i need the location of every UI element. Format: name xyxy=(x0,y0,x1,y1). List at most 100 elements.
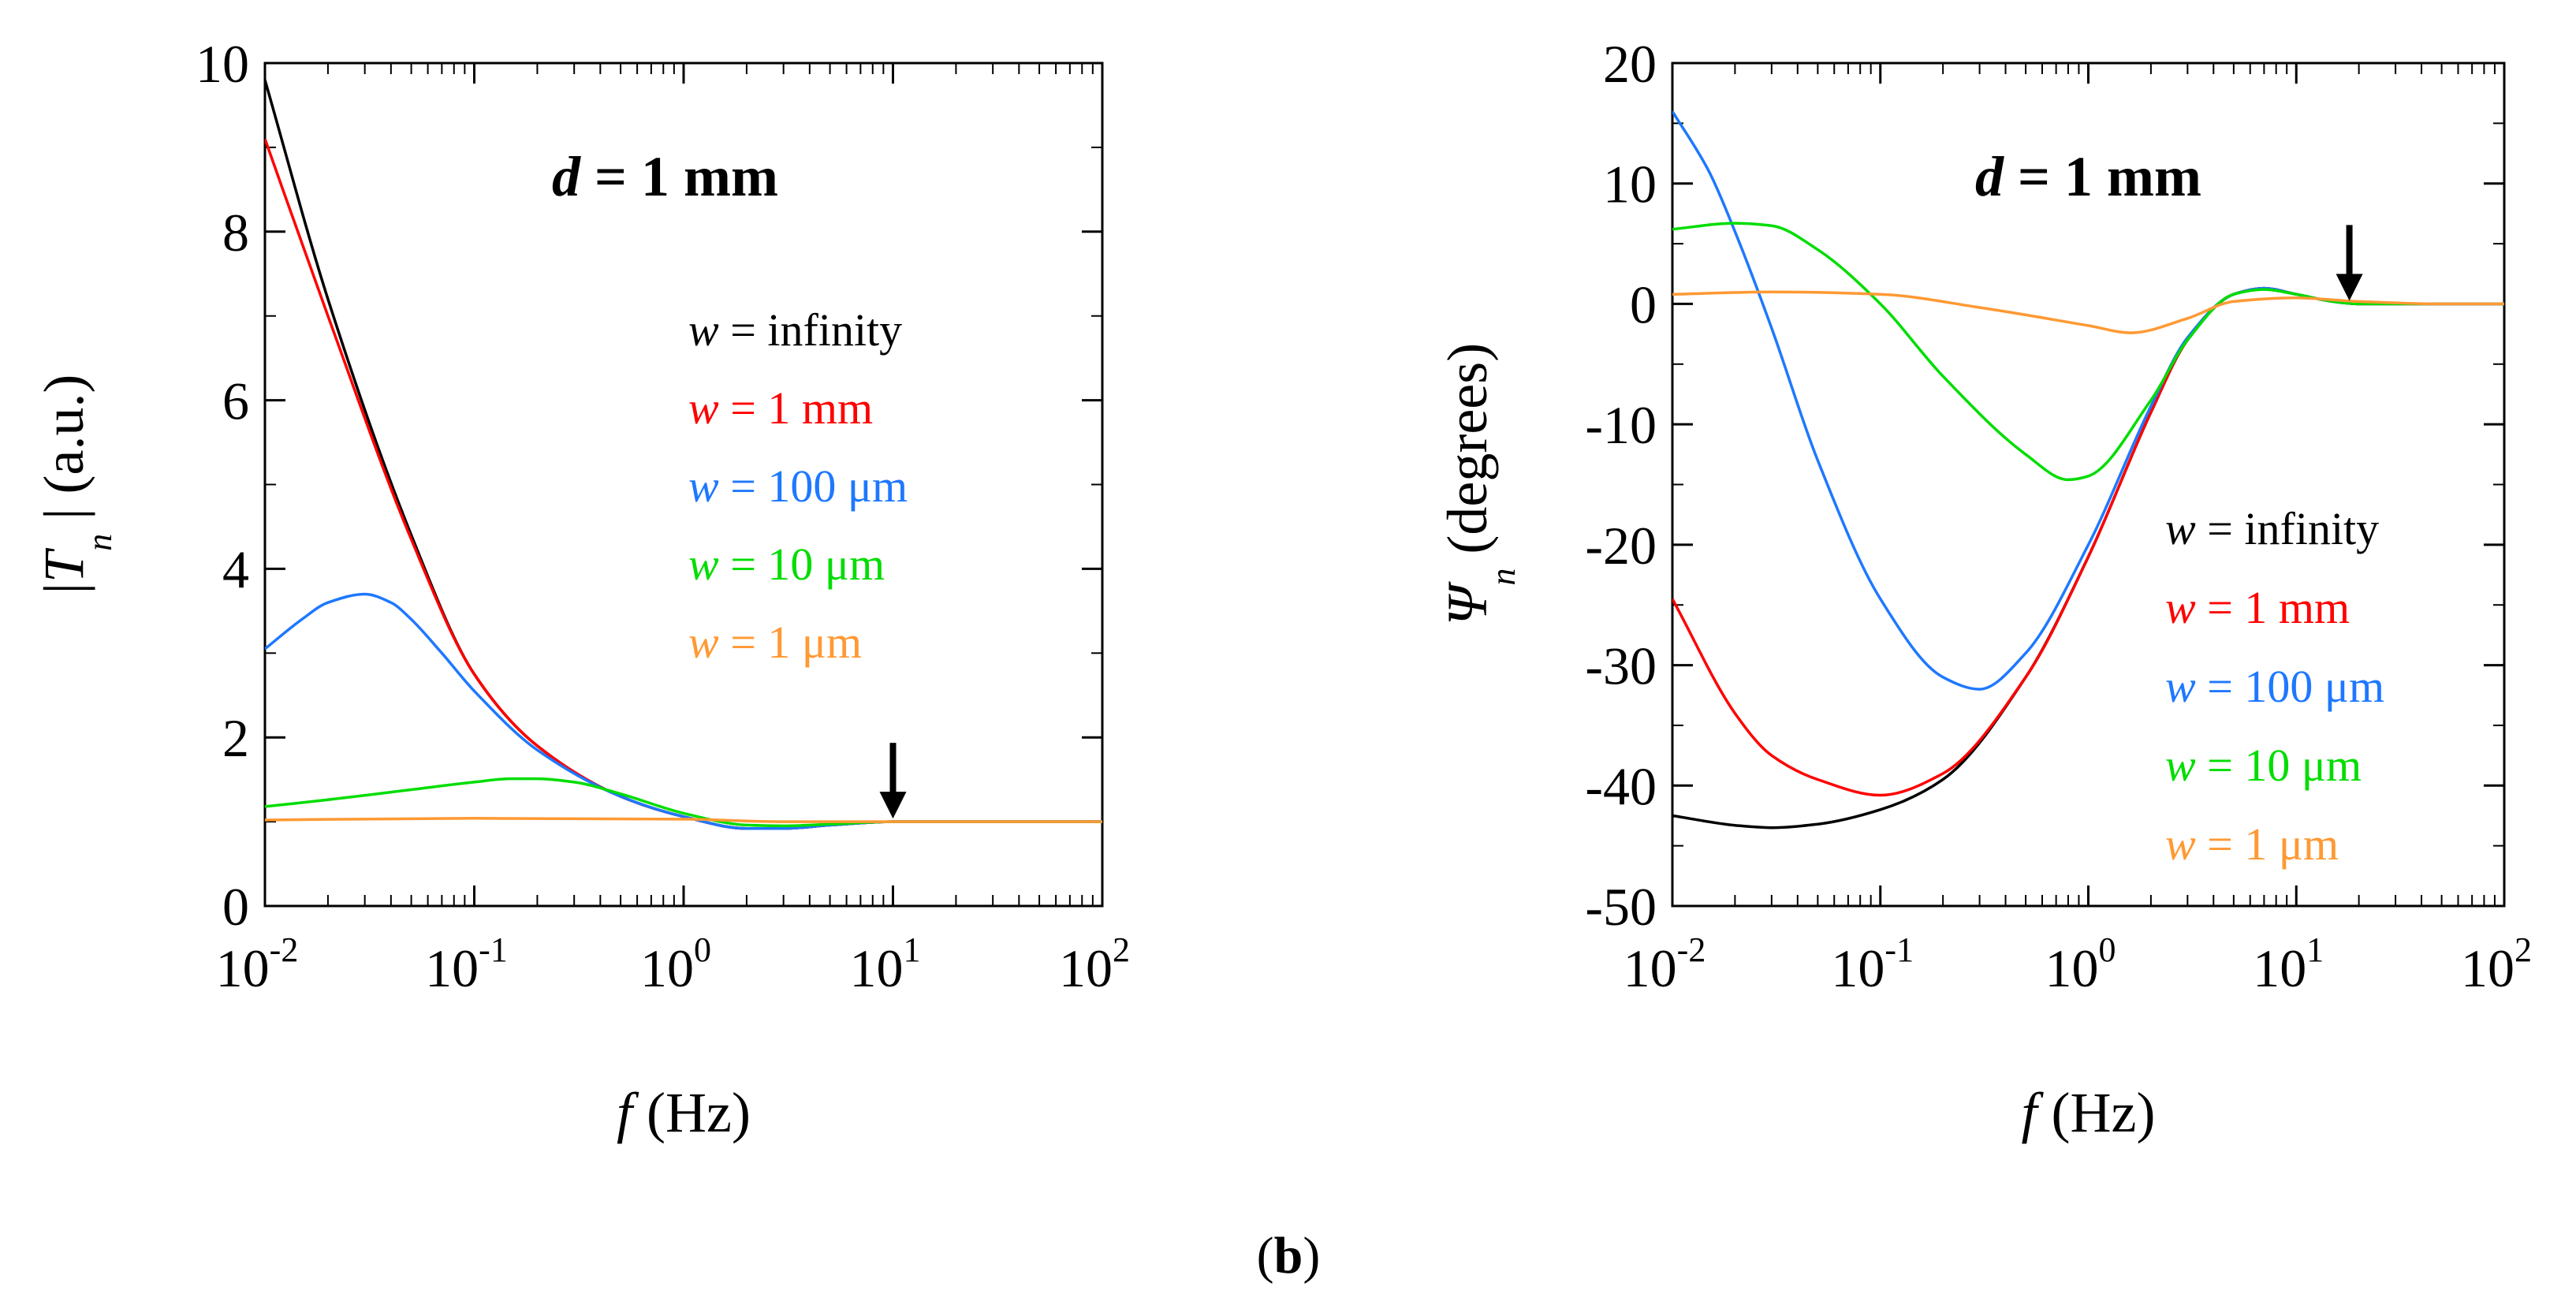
legend-var: w xyxy=(688,382,719,434)
y-tick-label: -50 xyxy=(1585,877,1657,937)
x-tick-exponent: 2 xyxy=(2514,930,2532,969)
y-axis-var: T xyxy=(32,547,95,583)
legend-label: = 1 mm xyxy=(719,382,873,434)
legend-entry: w = 1 mm xyxy=(2165,582,2350,633)
x-tick-label: 10-1 xyxy=(425,930,508,998)
y-tick-label: -40 xyxy=(1585,756,1657,816)
x-axis-unit: (Hz) xyxy=(2037,1081,2156,1144)
y-axis-subscript: n xyxy=(1484,569,1523,586)
y-tick-label: 4 xyxy=(222,539,249,599)
legend-var: w xyxy=(688,617,719,668)
annotation-var: d xyxy=(1975,145,2004,208)
y-tick-label: 10 xyxy=(196,34,249,94)
series-line-2 xyxy=(265,138,1102,830)
panel-label-close: ) xyxy=(1303,1227,1320,1284)
legend-entry: w = 10 μm xyxy=(688,539,885,590)
legend-label: = 1 μm xyxy=(719,617,862,668)
annotation-text: = 1 mm xyxy=(2004,145,2201,208)
legend-var: w xyxy=(688,460,719,512)
y-tick-label: 6 xyxy=(222,371,249,431)
series-line-5 xyxy=(265,817,1102,823)
legend-label: = infinity xyxy=(719,304,902,356)
legend-var: w xyxy=(688,539,719,590)
legend-label: = 1 μm xyxy=(2196,818,2339,870)
x-tick-exponent: 1 xyxy=(2306,930,2324,969)
x-tick-label: 101 xyxy=(2253,930,2324,998)
y-axis-title: |Tn | (a.u.) xyxy=(32,375,119,595)
x-tick-base: 10 xyxy=(216,938,270,998)
x-tick-exponent: -1 xyxy=(479,930,508,969)
panel-label-letter: b xyxy=(1274,1227,1303,1284)
panel-label: (b) xyxy=(1257,1227,1321,1284)
x-tick-base: 10 xyxy=(1831,938,1884,998)
y-tick-label: -10 xyxy=(1585,395,1657,455)
annotation: d = 1 mm xyxy=(1975,145,2201,208)
y-tick-label: 10 xyxy=(1603,155,1657,214)
legend-var: w xyxy=(2165,503,2196,554)
x-tick-exponent: -2 xyxy=(270,930,299,969)
legend-entry: w = infinity xyxy=(2165,503,2379,554)
legend-var: w xyxy=(2165,740,2196,791)
legend-entry: w = 1 μm xyxy=(2165,818,2339,870)
x-tick-label: 102 xyxy=(2461,930,2532,998)
x-axis-unit: (Hz) xyxy=(632,1081,751,1144)
legend-label: = 1 mm xyxy=(2196,582,2350,633)
x-tick-label: 10-1 xyxy=(1831,930,1914,998)
series-line-4 xyxy=(1672,222,2504,482)
legend-var: w xyxy=(2165,582,2196,633)
legend-label: = infinity xyxy=(2196,503,2379,554)
annotation-var: d xyxy=(552,145,581,208)
panel-label-open: ( xyxy=(1257,1227,1274,1284)
x-tick-label: 10-2 xyxy=(216,930,299,998)
x-tick-exponent: -1 xyxy=(1884,930,1914,969)
legend-entry: w = 1 mm xyxy=(688,382,873,434)
x-tick-exponent: 0 xyxy=(2099,930,2116,969)
legend-entry: w = 10 μm xyxy=(2165,740,2362,791)
legend-var: w xyxy=(2165,661,2196,712)
x-tick-base: 10 xyxy=(850,938,904,998)
x-tick-exponent: -2 xyxy=(1677,930,1706,969)
series-line-5 xyxy=(1672,290,2504,334)
y-axis-unit: | (a.u.) xyxy=(32,375,95,534)
y-axis-unit: (degrees) xyxy=(1436,343,1499,569)
legend-entry: w = infinity xyxy=(688,304,902,356)
legend-label: = 10 μm xyxy=(719,539,885,590)
y-tick-label: -20 xyxy=(1585,516,1657,576)
y-tick-label: 0 xyxy=(222,877,249,937)
y-axis-bar: | xyxy=(32,583,95,594)
x-tick-label: 100 xyxy=(2045,930,2116,998)
y-tick-label: 8 xyxy=(222,203,249,263)
arrow-head xyxy=(2336,274,2363,301)
y-axis-var: Ψ xyxy=(1436,580,1499,625)
x-tick-base: 10 xyxy=(425,938,479,998)
annotation-text: = 1 mm xyxy=(580,145,778,208)
y-tick-label: 0 xyxy=(1630,274,1657,334)
y-tick-label: 20 xyxy=(1603,34,1657,94)
legend-var: w xyxy=(688,304,719,356)
x-tick-base: 10 xyxy=(1624,938,1677,998)
x-tick-exponent: 2 xyxy=(1113,930,1130,969)
y-tick-label: 2 xyxy=(222,708,249,768)
arrow-head xyxy=(879,792,907,819)
x-tick-label: 10-2 xyxy=(1624,930,1706,998)
x-tick-exponent: 1 xyxy=(904,930,921,969)
x-tick-label: 101 xyxy=(850,930,921,998)
y-tick-label: -30 xyxy=(1585,636,1657,696)
y-axis-subscript: n xyxy=(80,534,119,551)
x-tick-base: 10 xyxy=(2045,938,2099,998)
x-tick-base: 10 xyxy=(2253,938,2306,998)
x-axis-title: f (Hz) xyxy=(617,1081,751,1144)
x-axis-title: f (Hz) xyxy=(2022,1081,2156,1144)
x-tick-base: 10 xyxy=(1059,938,1113,998)
legend-label: = 10 μm xyxy=(2196,740,2362,791)
x-tick-label: 100 xyxy=(640,930,711,998)
x-tick-exponent: 0 xyxy=(694,930,711,969)
legend-entry: w = 100 μm xyxy=(688,460,908,512)
x-tick-base: 10 xyxy=(2461,938,2514,998)
legend-entry: w = 1 μm xyxy=(688,617,862,668)
legend-var: w xyxy=(2165,818,2196,870)
legend-label: = 100 μm xyxy=(719,460,908,512)
